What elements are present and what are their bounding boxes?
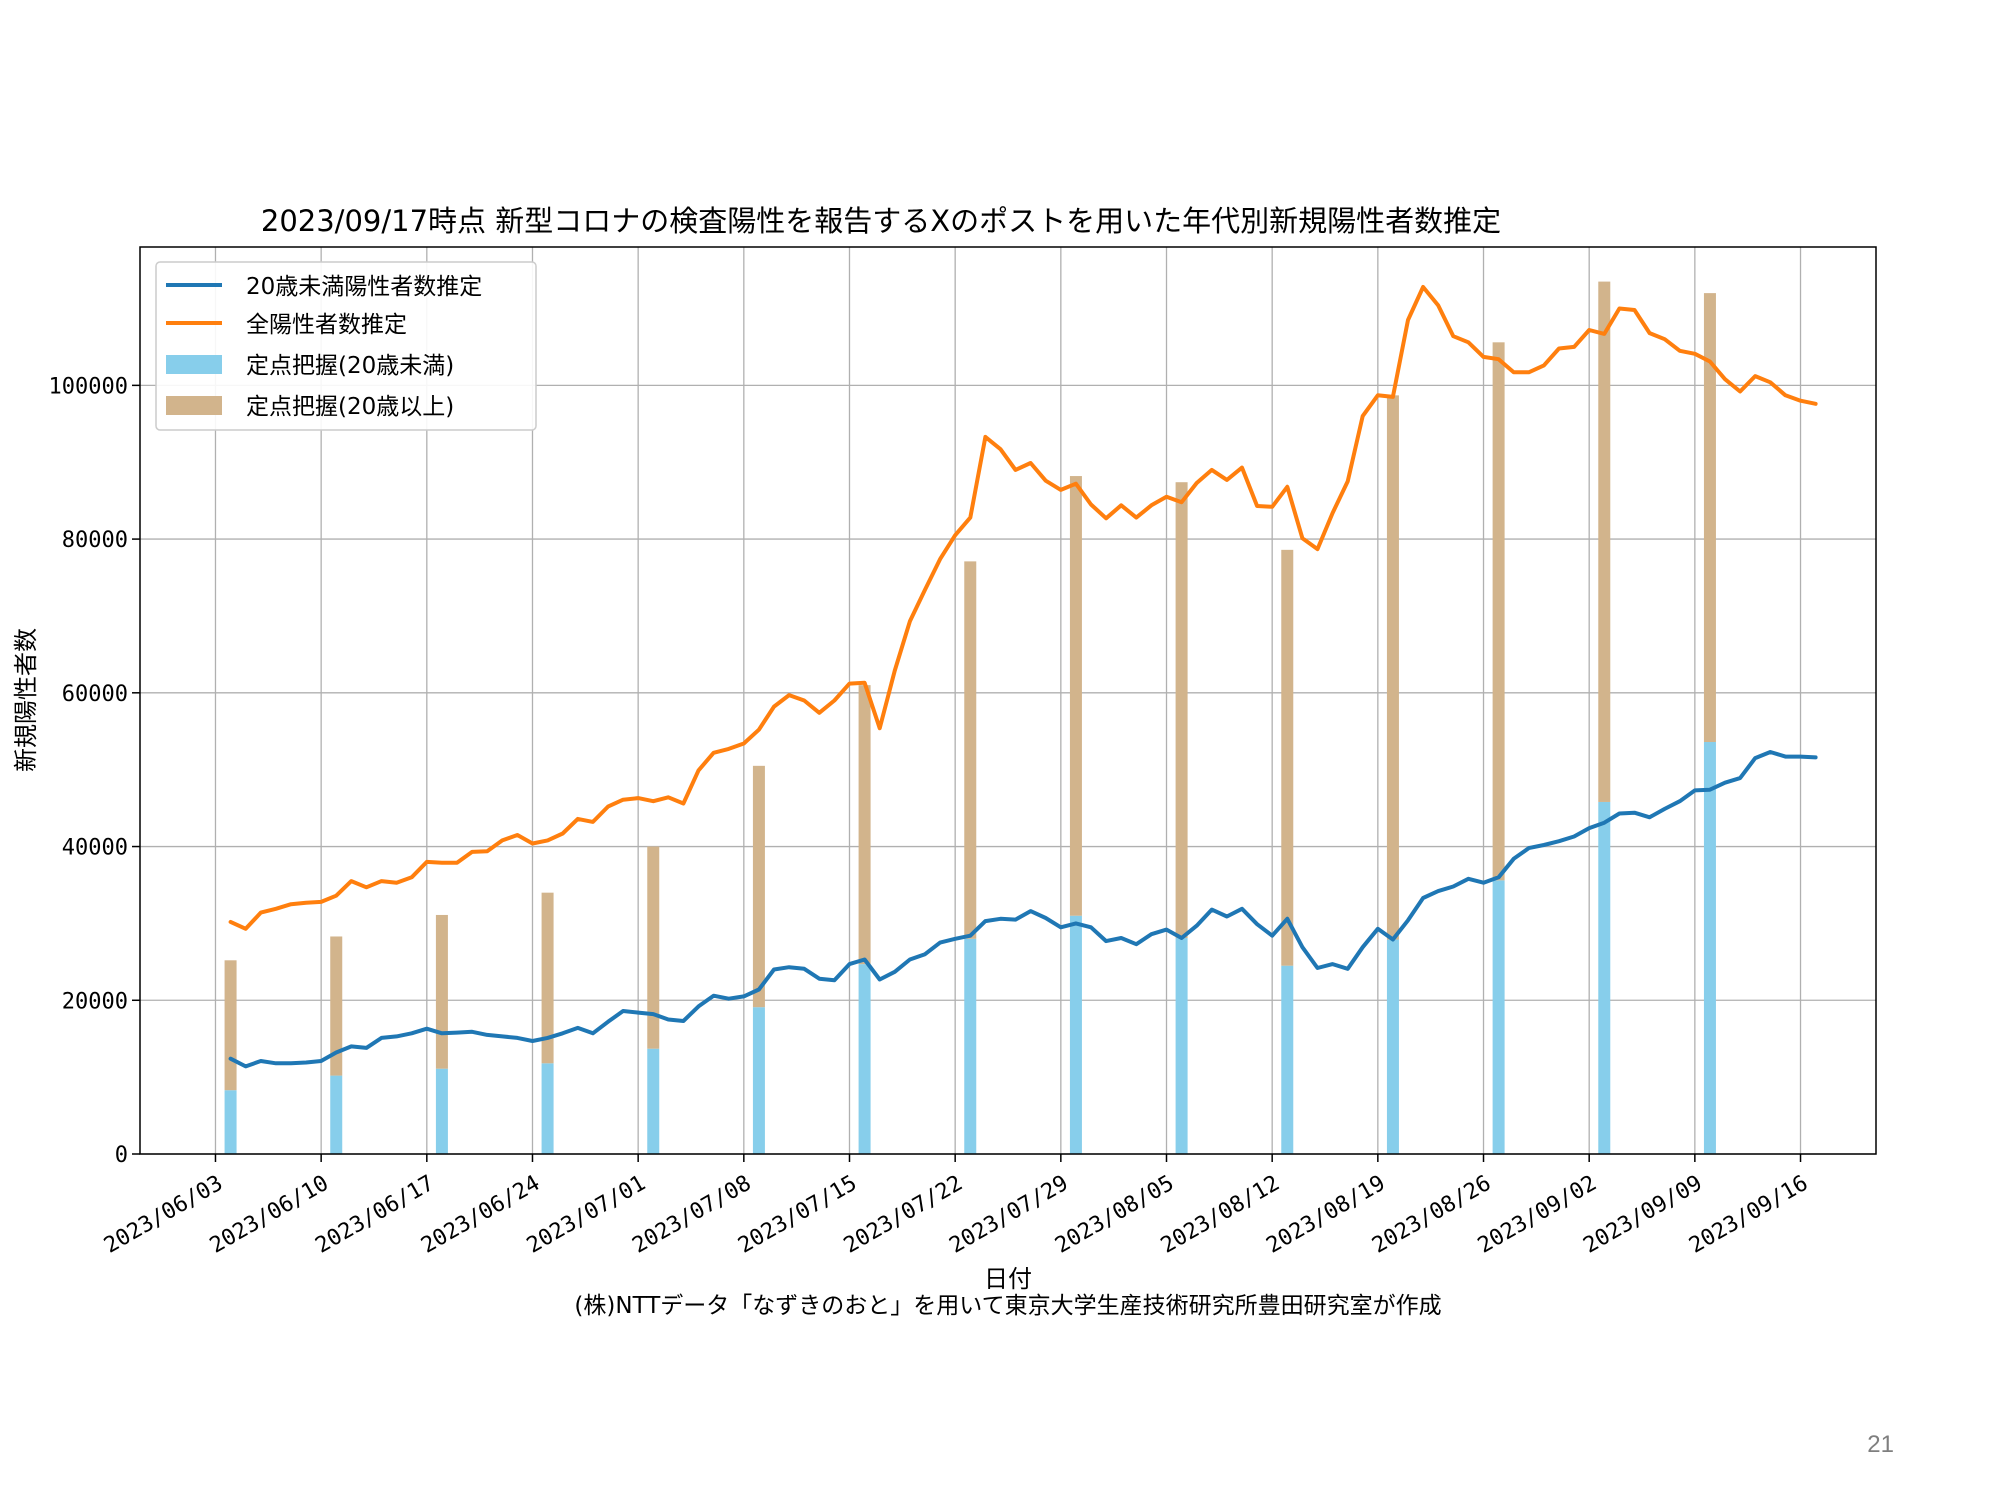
x-tick-label: 2023/07/22 [840, 1171, 967, 1259]
legend-label-sentinel-under20: 定点把握(20歳未満) [246, 353, 454, 379]
x-tick-label: 2023/06/24 [417, 1171, 544, 1259]
x-tick-label: 2023/06/17 [311, 1171, 438, 1259]
bar-sentinel-under20 [435, 1068, 448, 1154]
x-tick-label: 2023/08/05 [1051, 1171, 1178, 1259]
x-tick-label: 2023/07/29 [945, 1171, 1072, 1259]
bar-sentinel-over20 [1386, 395, 1399, 940]
x-tick-label: 2023/08/19 [1262, 1171, 1389, 1259]
bar-sentinel-over20 [224, 960, 237, 1091]
line-total-estimate [228, 285, 1818, 931]
bar-sentinel-over20 [752, 765, 765, 1008]
legend-label-total-line: 全陽性者数推定 [246, 312, 407, 338]
bar-sentinel-over20 [1703, 293, 1716, 743]
x-tick-label: 2023/07/08 [628, 1171, 755, 1259]
chart-title: 2023/09/17時点 新型コロナの検査陽性を報告するXのポストを用いた年代別… [261, 204, 1501, 238]
bar-sentinel-under20 [1598, 801, 1611, 1154]
bar-sentinel-under20 [1069, 915, 1082, 1154]
line-under20-estimate [228, 750, 1818, 1069]
bar-sentinel-under20 [1492, 880, 1505, 1154]
bar-sentinel-over20 [1598, 281, 1611, 802]
x-tick-label: 2023/09/02 [1474, 1171, 1601, 1259]
legend-label-under20-line: 20歳未満陽性者数推定 [246, 274, 482, 300]
bar-sentinel-under20 [1281, 965, 1294, 1154]
bar-sentinel-under20 [1386, 939, 1399, 1154]
x-axis-label: 日付 [984, 1265, 1032, 1293]
y-tick-label: 40000 [62, 836, 128, 861]
x-tick-label: 2023/07/15 [734, 1171, 861, 1259]
bar-sentinel-under20 [541, 1063, 554, 1154]
bar-sentinel-under20 [224, 1090, 237, 1154]
bar-sentinel-over20 [1281, 549, 1294, 966]
x-tick-label: 2023/09/09 [1579, 1171, 1706, 1259]
legend-frame [155, 261, 537, 431]
x-tick-label: 2023/09/16 [1685, 1171, 1812, 1259]
line-layer [228, 285, 1818, 1069]
plot-frame [139, 246, 1877, 1155]
x-tick-label: 2023/08/26 [1368, 1171, 1495, 1259]
x-tick-label: 2023/08/12 [1157, 1171, 1284, 1259]
bar-sentinel-over20 [330, 936, 343, 1076]
bar-sentinel-under20 [647, 1048, 660, 1154]
bar-sentinel-over20 [1492, 342, 1505, 881]
bar-sentinel-over20 [1069, 476, 1082, 916]
bar-sentinel-over20 [964, 561, 977, 939]
y-tick-label: 100000 [49, 374, 128, 399]
y-tick-label: 80000 [62, 528, 128, 553]
y-tick-label: 20000 [62, 989, 128, 1014]
legend: 20歳未満陽性者数推定 全陽性者数推定 定点把握(20歳未満) 定点把握(20歳… [155, 261, 537, 431]
bar-sentinel-over20 [435, 914, 448, 1069]
tick-layer: 2023/06/032023/06/102023/06/172023/06/24… [49, 374, 1813, 1258]
bar-sentinel-under20 [964, 938, 977, 1154]
x-tick-label: 2023/07/01 [523, 1171, 650, 1259]
page-number: 21 [1867, 1431, 1894, 1458]
bar-sentinel-over20 [647, 846, 660, 1049]
bar-sentinel-under20 [858, 964, 871, 1154]
y-axis-label: 新規陽性者数 [12, 628, 40, 772]
legend-swatch-sentinel-over20 [166, 396, 222, 415]
bar-sentinel-under20 [752, 1007, 765, 1154]
legend-label-sentinel-over20: 定点把握(20歳以上) [246, 394, 454, 420]
bar-sentinel-under20 [1703, 742, 1716, 1154]
credit-text: (株)NTTデータ「なずきのおと」を用いて東京大学生産技術研究所豊田研究室が作成 [574, 1293, 1441, 1319]
legend-swatch-sentinel-under20 [166, 355, 222, 374]
bar-sentinel-under20 [330, 1075, 343, 1154]
bar-sentinel-over20 [541, 892, 554, 1064]
bar-sentinel-over20 [1175, 482, 1188, 939]
y-tick-label: 60000 [62, 682, 128, 707]
bar-sentinel-under20 [1175, 938, 1188, 1154]
y-tick-label: 0 [115, 1143, 128, 1168]
bar-sentinel-over20 [858, 685, 871, 965]
bar-layer [224, 281, 1716, 1154]
x-tick-label: 2023/06/03 [100, 1171, 227, 1259]
x-tick-label: 2023/06/10 [206, 1171, 333, 1259]
